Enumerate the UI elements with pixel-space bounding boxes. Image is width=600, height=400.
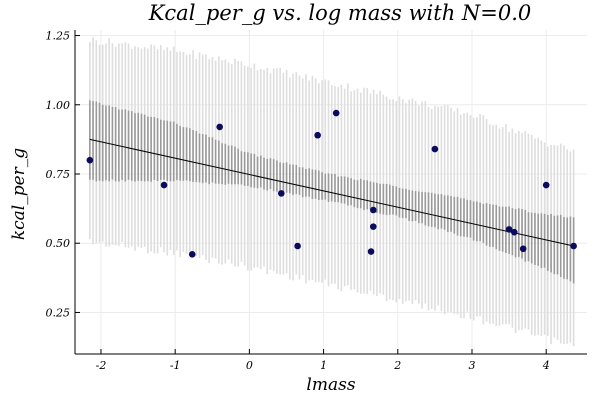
- y-tick-label: 0.25: [46, 306, 71, 319]
- data-point: [369, 223, 377, 230]
- data-point: [505, 226, 513, 233]
- regression-line: [89, 138, 574, 247]
- x-tick-label: 2: [393, 359, 401, 372]
- x-tick-label: 1: [320, 359, 327, 372]
- data-points: [86, 109, 577, 258]
- data-point: [542, 181, 550, 189]
- x-tick-label: 3: [468, 359, 475, 372]
- y-tick-label: 0.75: [46, 168, 71, 181]
- data-point: [86, 156, 94, 164]
- x-tick-labels: -2 -1 0 1 2 3 4: [96, 359, 550, 372]
- data-point: [570, 242, 577, 250]
- y-axis-label: kcal_per_g: [9, 148, 29, 240]
- y-tick-label: 0.50: [46, 237, 71, 250]
- data-point: [314, 131, 321, 139]
- chart-title: Kcal_per_g vs. log mass with N=0.0: [148, 1, 532, 25]
- data-point: [160, 181, 168, 189]
- data-point: [188, 251, 196, 258]
- data-point: [367, 248, 375, 255]
- x-tick-label: 4: [542, 359, 550, 372]
- y-tick-label: 1.00: [46, 99, 71, 112]
- data-point: [332, 109, 340, 117]
- data-point: [431, 145, 439, 153]
- x-tick-label: -2: [96, 359, 107, 372]
- data-point: [216, 123, 223, 131]
- data-point: [294, 242, 301, 250]
- y-tick-label: 1.25: [46, 30, 71, 43]
- axes: [74, 30, 587, 355]
- y-tick-labels: 0.25 0.50 0.75 1.00 1.25: [46, 30, 71, 320]
- mean-interval-band: [89, 100, 575, 284]
- data-point: [510, 228, 518, 236]
- x-axis-label: lmass: [306, 375, 355, 395]
- x-tick-label: 0: [246, 359, 253, 372]
- data-point: [277, 190, 285, 197]
- data-point: [519, 245, 527, 253]
- x-tick-label: -1: [170, 359, 181, 372]
- data-point: [369, 206, 377, 214]
